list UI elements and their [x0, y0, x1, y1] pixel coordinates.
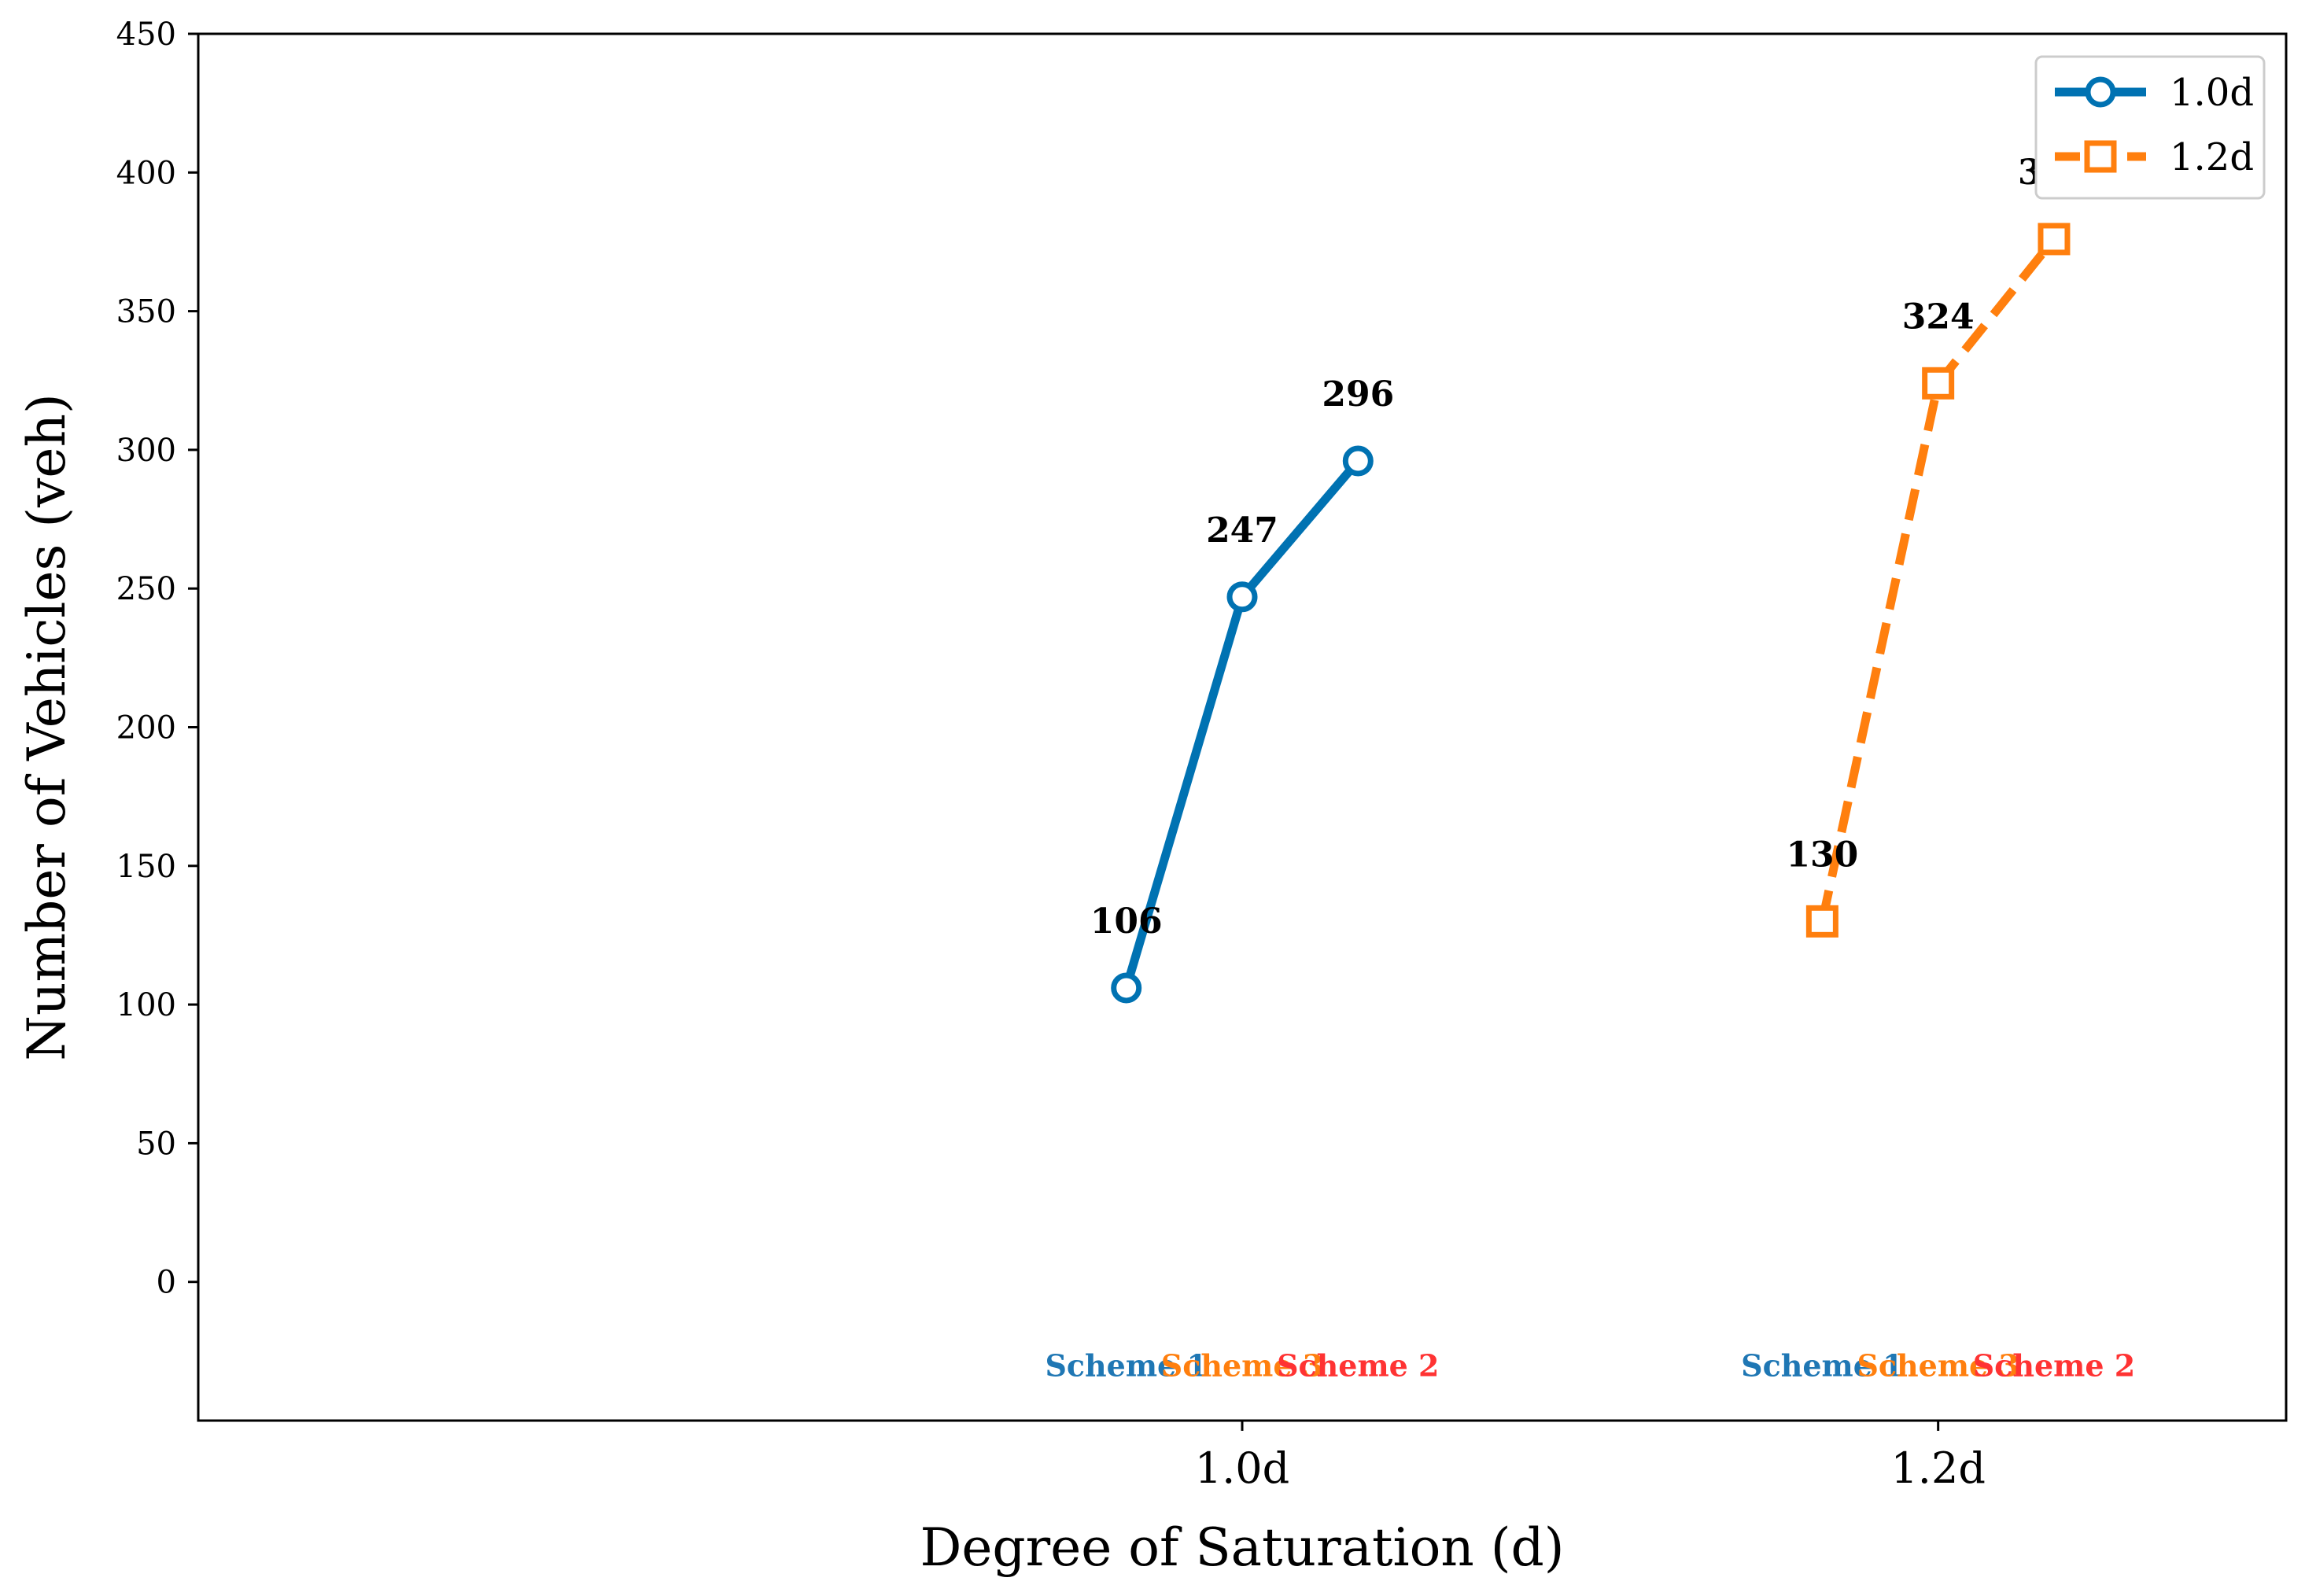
- data-point-1.0d: [1111, 972, 1142, 1004]
- data-label: 296: [1322, 374, 1394, 415]
- legend-marker-1.0d: [2085, 76, 2116, 108]
- legend-label: 1.2d: [2170, 135, 2254, 179]
- data-point-1.0d: [1342, 445, 1374, 477]
- scheme-annotation: Scheme 3: [1857, 1348, 2019, 1384]
- legend-marker-1.2d: [2084, 140, 2117, 173]
- scheme-annotation: Scheme 1: [1741, 1348, 1903, 1384]
- y-tick-label: 300: [116, 433, 176, 469]
- data-point-1.2d: [2038, 223, 2071, 256]
- y-tick-label: 350: [116, 294, 176, 330]
- scheme-annotation: Scheme 2: [1973, 1348, 2135, 1384]
- y-tick-label: 200: [116, 710, 176, 746]
- data-point-1.0d: [1226, 581, 1258, 613]
- x-tick-label: 1.2d: [1890, 1443, 1985, 1493]
- y-tick-label: 400: [116, 155, 176, 191]
- plot-area: 0 50 100 150 200 250 300 350 400 450 1.0d 1.2d 106 24…: [116, 17, 2288, 1493]
- scheme-annotation: Scheme 2: [1277, 1348, 1439, 1384]
- y-tick-label: 150: [116, 849, 176, 885]
- y-tick-label: 0: [157, 1265, 176, 1301]
- data-label: 130: [1786, 835, 1858, 875]
- data-label: 106: [1090, 901, 1163, 942]
- y-tick-label: 100: [116, 987, 176, 1023]
- y-tick-label: 250: [116, 571, 176, 607]
- data-label: 324: [1902, 297, 1975, 337]
- legend-label: 1.0d: [2170, 71, 2254, 115]
- scheme-annotation: Scheme 1: [1045, 1348, 1207, 1384]
- x-axis-title: Degree of Saturation (d): [920, 1517, 1564, 1578]
- y-axis-title: Number of Vehicles (veh): [17, 393, 77, 1060]
- data-label: 247: [1206, 510, 1278, 551]
- y-tick-label: 50: [136, 1126, 176, 1162]
- data-point-1.2d: [1805, 905, 1838, 938]
- data-point-1.2d: [1922, 367, 1955, 400]
- scheme-annotation: Scheme 3: [1161, 1348, 1323, 1384]
- x-tick-label: 1.0d: [1195, 1443, 1289, 1493]
- y-tick-label: 450: [116, 17, 176, 53]
